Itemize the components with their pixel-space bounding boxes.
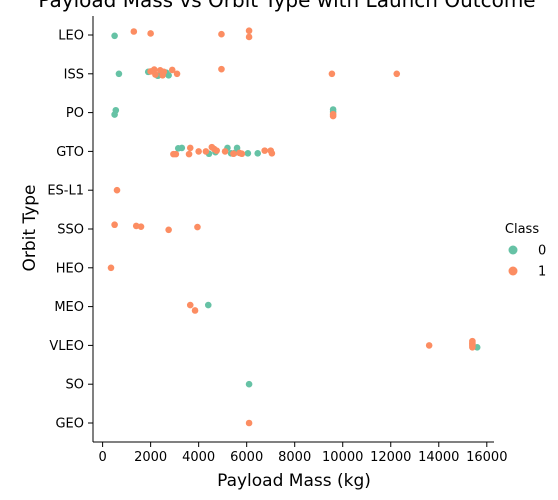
data-point-class-1: [245, 419, 253, 427]
plot-area: [107, 27, 481, 427]
data-point-class-0: [244, 150, 252, 157]
data-point-class-1: [150, 66, 158, 73]
x-tick-label: 2000: [134, 450, 167, 465]
x-tick-label: 14000: [418, 450, 459, 465]
data-point-class-0: [115, 70, 123, 78]
legend: Class 0 1: [505, 222, 546, 280]
data-point-class-1: [393, 70, 401, 78]
x-tick-label: 0: [98, 450, 106, 465]
data-point-class-1: [165, 226, 172, 234]
y-tick-label: VLEO: [49, 339, 84, 354]
y-tick-label: LEO: [58, 29, 84, 44]
data-point-class-1: [328, 70, 336, 78]
legend-marker-1: [508, 266, 518, 276]
data-point-class-0: [204, 301, 212, 309]
data-point-class-1: [186, 144, 194, 152]
y-tick-label: HEO: [56, 261, 84, 276]
data-point-class-1: [160, 68, 168, 76]
data-point-class-1: [245, 33, 253, 41]
data-point-class-1: [238, 150, 246, 158]
x-tick-label: 16000: [466, 450, 507, 465]
data-point-class-1: [130, 28, 138, 35]
data-point-class-1: [152, 71, 159, 78]
data-point-class-0: [165, 72, 172, 79]
data-point-class-1: [147, 30, 154, 37]
chart-title: Payload Mass vs Orbit Type with Launch O…: [38, 0, 535, 12]
data-point-class-1: [221, 148, 229, 155]
y-tick-label: GTO: [56, 145, 84, 160]
data-point-class-1: [191, 307, 199, 314]
y-tick-label: ES-L1: [47, 184, 84, 199]
data-point-class-0: [111, 32, 118, 40]
data-point-class-1: [172, 150, 180, 158]
data-point-class-1: [218, 65, 225, 73]
data-point-class-0: [254, 150, 262, 157]
y-tick-label: ISS: [64, 67, 84, 82]
y-axis-ticks: LEO ISS PO GTO ES-L1 SSO HEO MEO VLEO SO GEO: [47, 29, 93, 432]
data-point-class-1: [113, 186, 121, 194]
data-point-class-1: [218, 30, 225, 38]
data-point-class-1: [168, 66, 176, 74]
x-tick-label: 10000: [322, 450, 363, 465]
data-point-class-1: [195, 148, 202, 155]
data-point-class-0: [245, 380, 253, 388]
data-point-class-1: [329, 112, 337, 120]
y-tick-label: PO: [66, 106, 84, 121]
x-tick-label: 4000: [182, 450, 215, 465]
data-point-class-1: [230, 150, 237, 158]
data-point-class-1: [186, 301, 194, 309]
y-tick-label: SO: [66, 378, 84, 393]
x-axis-label: Payload Mass (kg): [217, 471, 371, 491]
legend-title: Class: [505, 222, 539, 237]
data-point-class-1: [111, 221, 118, 229]
y-tick-label: MEO: [54, 300, 84, 315]
x-tick-label: 12000: [370, 450, 411, 465]
data-point-class-1: [469, 344, 476, 351]
y-tick-label: GEO: [55, 417, 84, 432]
data-point-class-1: [194, 223, 201, 231]
data-point-class-1: [107, 264, 115, 272]
x-tick-label: 8000: [278, 450, 311, 465]
data-point-class-1: [173, 70, 181, 78]
data-point-class-1: [202, 148, 210, 155]
data-point-class-1: [245, 27, 253, 35]
x-tick-label: 6000: [230, 450, 263, 465]
y-tick-label: SSO: [57, 223, 84, 238]
data-point-class-1: [213, 147, 220, 154]
legend-label-0: 0: [538, 244, 546, 259]
legend-label-1: 1: [538, 265, 546, 280]
data-point-class-1: [268, 150, 276, 157]
data-point-class-1: [261, 147, 268, 154]
data-point-class-0: [178, 144, 186, 152]
legend-marker-0: [508, 245, 518, 255]
data-point-class-1: [137, 223, 145, 230]
data-point-class-0: [233, 144, 241, 152]
data-point-class-1: [185, 150, 193, 158]
x-axis-ticks: 0 2000 4000 6000 8000 10000 12000 14000 16000: [98, 442, 507, 465]
y-axis-label: Orbit Type: [20, 184, 40, 271]
data-point-class-1: [425, 342, 433, 349]
data-point-class-0: [111, 111, 118, 118]
